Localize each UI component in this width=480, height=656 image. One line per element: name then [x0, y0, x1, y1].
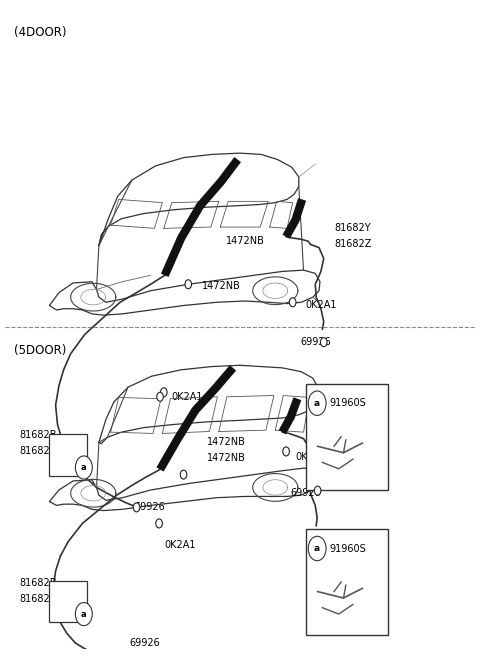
Circle shape [283, 447, 289, 456]
Text: 0K2A1: 0K2A1 [296, 451, 327, 462]
Circle shape [289, 298, 296, 307]
Text: 81682C: 81682C [19, 594, 57, 604]
Text: 0K2A1: 0K2A1 [165, 540, 196, 550]
Bar [49, 434, 87, 476]
Text: 69926: 69926 [291, 488, 322, 498]
Text: a: a [81, 463, 86, 472]
Text: 1472NB: 1472NB [203, 281, 241, 291]
Text: 1472NB: 1472NB [226, 236, 265, 246]
Circle shape [180, 470, 187, 479]
Circle shape [308, 537, 326, 561]
Text: 91960S: 91960S [329, 398, 366, 408]
Circle shape [156, 519, 162, 528]
Circle shape [75, 602, 92, 626]
Text: (5DOOR): (5DOOR) [14, 344, 67, 357]
Text: 81682B: 81682B [19, 430, 57, 440]
Text: 81682Z: 81682Z [334, 239, 372, 249]
Circle shape [75, 456, 92, 479]
Text: 1472NB: 1472NB [207, 453, 246, 463]
Circle shape [185, 280, 192, 289]
Bar [306, 384, 388, 490]
Text: 81682Z: 81682Z [324, 417, 362, 428]
Text: 81682B: 81682B [19, 578, 57, 588]
Circle shape [157, 392, 163, 401]
Text: 81682Y: 81682Y [334, 223, 371, 234]
Text: 0K2A1: 0K2A1 [305, 300, 336, 310]
Text: a: a [81, 609, 86, 619]
Circle shape [133, 503, 140, 512]
Circle shape [160, 388, 167, 397]
Text: 69926: 69926 [300, 337, 331, 347]
Text: (4DOOR): (4DOOR) [14, 26, 67, 39]
Text: a: a [314, 399, 320, 408]
Text: 91960S: 91960S [329, 544, 366, 554]
Text: 81682C: 81682C [19, 447, 57, 457]
Text: 69926: 69926 [134, 502, 165, 512]
Circle shape [308, 391, 326, 415]
Bar [306, 529, 388, 635]
Text: 0K2A1: 0K2A1 [172, 392, 204, 401]
Circle shape [321, 338, 327, 346]
Text: a: a [314, 544, 320, 553]
Text: 81682Y: 81682Y [324, 401, 361, 411]
Bar [49, 581, 87, 623]
Text: 69926: 69926 [130, 638, 160, 648]
Circle shape [314, 486, 321, 495]
Text: 1472NB: 1472NB [207, 438, 246, 447]
